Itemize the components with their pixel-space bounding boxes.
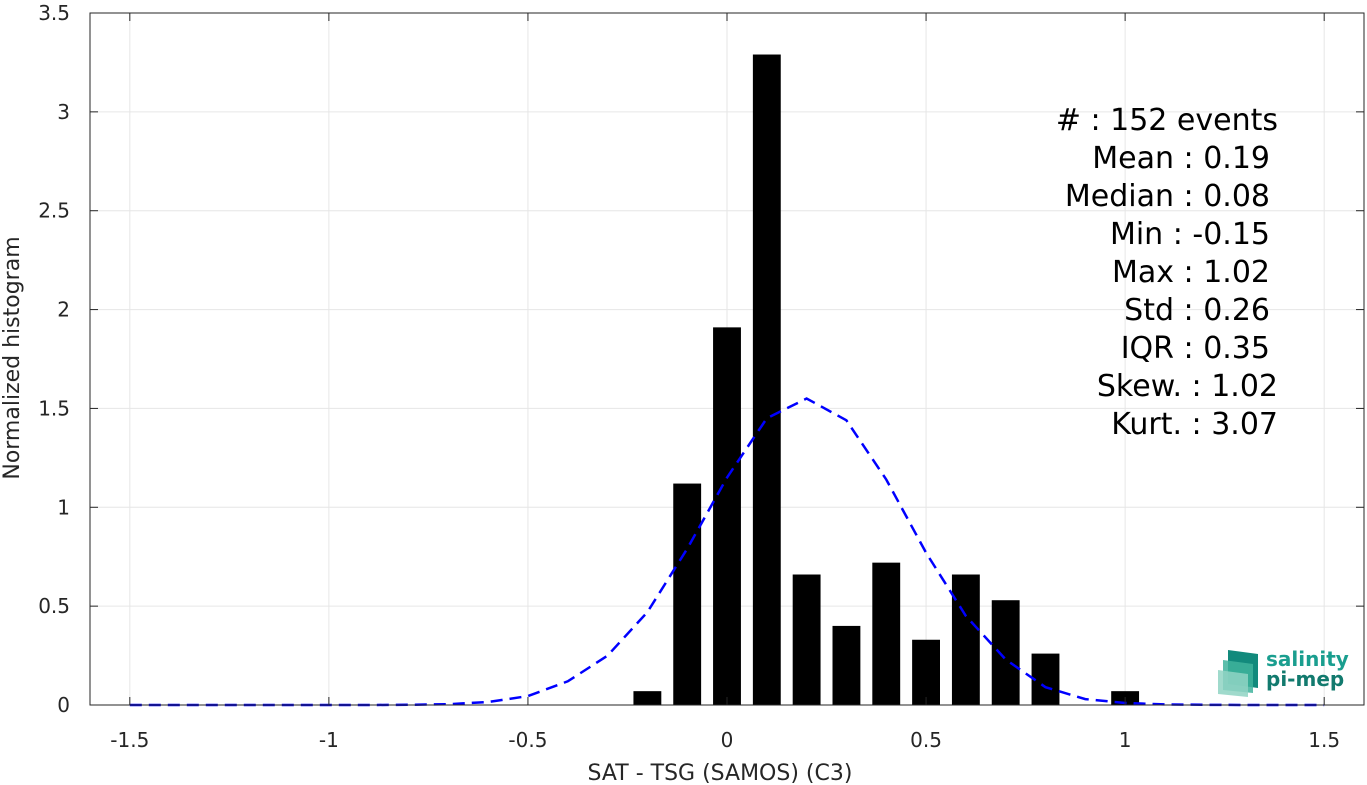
stat-line: Max : 1.02 — [1112, 255, 1270, 290]
y-tick-label: 1.5 — [38, 396, 70, 420]
stat-line: Median : 0.08 — [1065, 179, 1270, 214]
logo-text-line1: salinity — [1266, 647, 1349, 671]
y-axis-title: Normalized histogram — [0, 236, 25, 479]
logo-text-line2: pi-mep — [1266, 667, 1344, 691]
x-axis-title: SAT - TSG (SAMOS) (C3) — [588, 761, 853, 785]
axes-box — [89, 12, 1365, 706]
stat-line: Mean : 0.19 — [1092, 141, 1270, 176]
x-tick-label: 1 — [1119, 728, 1132, 752]
histogram-bar — [713, 327, 741, 705]
logo-icon — [1218, 650, 1258, 697]
y-tick-label: 1 — [57, 495, 70, 519]
y-axis-tick-labels: 0 0.5 1 1.5 2 2.5 3 3.5 — [38, 1, 70, 717]
histogram-bar — [633, 691, 662, 705]
grid-lines — [90, 12, 1364, 706]
salinity-pimep-logo: salinity pi-mep — [1218, 647, 1349, 697]
stat-line: # : 152 events — [1056, 103, 1278, 138]
y-tick-label: 3.5 — [38, 1, 70, 25]
x-axis-tick-labels: -1.5 -1 -0.5 0 0.5 1 1.5 — [110, 728, 1340, 752]
x-tick-label: -1.5 — [110, 728, 149, 752]
x-tick-label: -0.5 — [508, 728, 547, 752]
histogram-bar — [872, 562, 901, 705]
histogram-bar — [951, 574, 980, 705]
x-tick-label: 0.5 — [910, 728, 942, 752]
stat-line: Skew. : 1.02 — [1097, 369, 1278, 404]
histogram-bar — [792, 574, 821, 705]
x-tick-label: 1.5 — [1308, 728, 1340, 752]
y-tick-label: 0 — [57, 693, 70, 717]
x-tick-label: -1 — [319, 728, 339, 752]
y-tick-label: 0.5 — [38, 594, 70, 618]
histogram-bar — [832, 625, 861, 705]
histogram-bar — [991, 600, 1020, 705]
x-tick-label: 0 — [721, 728, 734, 752]
y-tick-label: 2.5 — [38, 199, 70, 223]
stat-line: Std : 0.26 — [1124, 293, 1270, 328]
histogram-bar — [912, 639, 940, 705]
stat-line: Kurt. : 3.07 — [1111, 407, 1278, 442]
histogram-bar — [673, 483, 702, 705]
y-tick-label: 3 — [57, 100, 70, 124]
stat-line: IQR : 0.35 — [1121, 331, 1270, 366]
stat-line: Min : -0.15 — [1110, 217, 1270, 252]
histogram-bars — [633, 54, 1140, 705]
histogram-bar — [752, 54, 781, 705]
y-tick-label: 2 — [57, 298, 70, 322]
